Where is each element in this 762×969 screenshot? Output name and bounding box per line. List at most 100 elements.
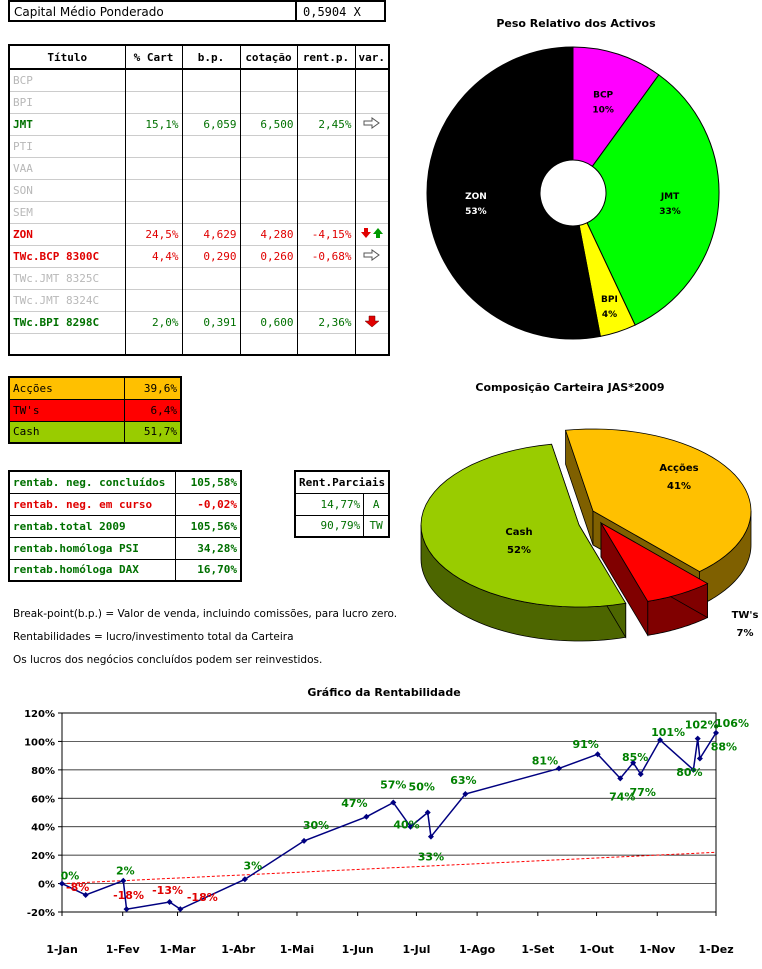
pie3d-pct-label: 7% (737, 628, 754, 639)
cell-rent (296, 266, 356, 289)
x-tick-label: 1-Set (521, 943, 554, 956)
line-title: Gráfico da Rentabilidade (307, 686, 460, 699)
cell-name: PTI (8, 134, 126, 157)
data-point (713, 729, 719, 736)
cell-cart: 2,0% (124, 310, 183, 333)
cell-cart: 4,4% (124, 244, 183, 267)
table-row: VAA (8, 156, 390, 179)
table-row: TWc.JMT 8325C (8, 266, 390, 289)
cell-bp (181, 90, 241, 113)
cell-cart: 24,5% (124, 222, 183, 245)
holdings-col-header: cotação (239, 44, 298, 70)
data-label: -18% (187, 891, 218, 904)
x-tick-label: 1-Ago (459, 943, 496, 956)
cell-bp: 4,629 (181, 222, 241, 245)
cell-cart: 15,1% (124, 112, 183, 135)
cell-var (354, 134, 390, 157)
data-label: 85% (622, 751, 648, 764)
data-label: 0% (61, 870, 80, 883)
composition-value: 39,6% (123, 376, 182, 400)
cell-rent: -0,68% (296, 244, 356, 267)
parciais-row: 14,77% A (294, 492, 390, 516)
x-tick-label: 1-Jul (402, 943, 430, 956)
data-point (390, 799, 397, 806)
data-point (424, 809, 431, 816)
x-tick-label: 1-Jun (342, 943, 374, 956)
data-label: 40% (393, 819, 419, 832)
data-label: 74% (609, 790, 635, 803)
data-label: -18% (113, 889, 144, 902)
donut-pct-label: 33% (659, 207, 681, 217)
cell-bp (181, 134, 241, 157)
cell-cot (239, 266, 298, 289)
composition-row: Cash 51,7% (8, 420, 182, 444)
rentab-label: rentab.total 2009 (8, 514, 176, 538)
cell-name: BPI (8, 90, 126, 113)
y-tick-label: -20% (27, 908, 55, 919)
data-point (696, 755, 703, 762)
table-row: TWc.JMT 8324C (8, 288, 390, 311)
parciais-tag: A (363, 492, 390, 516)
data-label: 33% (418, 851, 444, 864)
cell-cot (239, 332, 298, 355)
arrow-down-up-icon (360, 227, 383, 238)
cell-var (354, 156, 390, 179)
data-label: 50% (409, 781, 435, 794)
rent-parciais-table: Rent.Parciais 14,77% A 90,79% TW (294, 470, 391, 538)
plot-area (61, 712, 717, 913)
cell-cot (239, 156, 298, 179)
holdings-col-header: Título (8, 44, 126, 70)
data-point (59, 880, 65, 887)
parciais-value: 90,79% (294, 514, 365, 538)
composition-label: TW's (8, 398, 125, 422)
cell-var (354, 222, 390, 245)
data-point (301, 837, 308, 844)
holdings-col-header: b.p. (181, 44, 241, 70)
composicao-chart: Composição Carteira JAS*2009 Acções 41% TW… (420, 381, 758, 642)
donut-pct-label: 53% (465, 207, 487, 217)
arrow-right-icon (363, 116, 380, 129)
capital-box: Capital Médio Ponderado 0,5904 X (8, 0, 386, 22)
composition-row: Acções 39,6% (8, 376, 182, 400)
pie3d-pct-label: 52% (507, 545, 531, 556)
data-point (694, 735, 701, 742)
data-point (594, 751, 601, 758)
cell-cot: 6,500 (239, 112, 298, 135)
cell-cot (239, 288, 298, 311)
cell-cart (124, 266, 183, 289)
donut-pct-label: 4% (602, 310, 617, 320)
cell-var (354, 68, 390, 91)
table-row: TWc.BPI 8298C 2,0% 0,391 0,600 2,36% (8, 310, 390, 333)
donut-cat-label: JMT (660, 192, 680, 202)
note-rentabilidades: Rentabilidades = lucro/investimento tota… (13, 631, 294, 643)
cell-rent: -4,15% (296, 222, 356, 245)
x-tick-label: 1-Abr (221, 943, 256, 956)
cell-bp (181, 156, 241, 179)
holdings-col-header: rent.p. (296, 44, 356, 70)
y-tick-label: 80% (31, 766, 55, 777)
cell-name: BCP (8, 68, 126, 91)
cell-rent: 2,45% (296, 112, 356, 135)
cell-bp (181, 68, 241, 91)
cell-bp: 6,059 (181, 112, 241, 135)
cell-name: TWc.BCP 8300C (8, 244, 126, 267)
data-point (407, 823, 414, 830)
pie3d-slice-2 (420, 443, 627, 608)
data-point (123, 906, 130, 913)
cell-rent (296, 288, 356, 311)
table-row: SON (8, 178, 390, 201)
data-label: 81% (532, 754, 558, 767)
capital-value: 0,5904 X (303, 5, 361, 19)
table-row (8, 332, 390, 355)
data-point (690, 766, 697, 773)
y-tick-label: 0% (38, 880, 55, 891)
cell-cart (124, 90, 183, 113)
table-row: JMT 15,1% 6,059 6,500 2,45% (8, 112, 390, 135)
parciais-header: Rent.Parciais (294, 470, 390, 494)
data-label: 47% (341, 797, 367, 810)
cell-rent (296, 200, 356, 223)
donut-cat-label: ZON (465, 192, 487, 202)
holdings-table: Título% Cart b.p. cotação rent.p. var. BCP BP… (8, 44, 390, 356)
data-point (637, 771, 644, 778)
cell-name: VAA (8, 156, 126, 179)
